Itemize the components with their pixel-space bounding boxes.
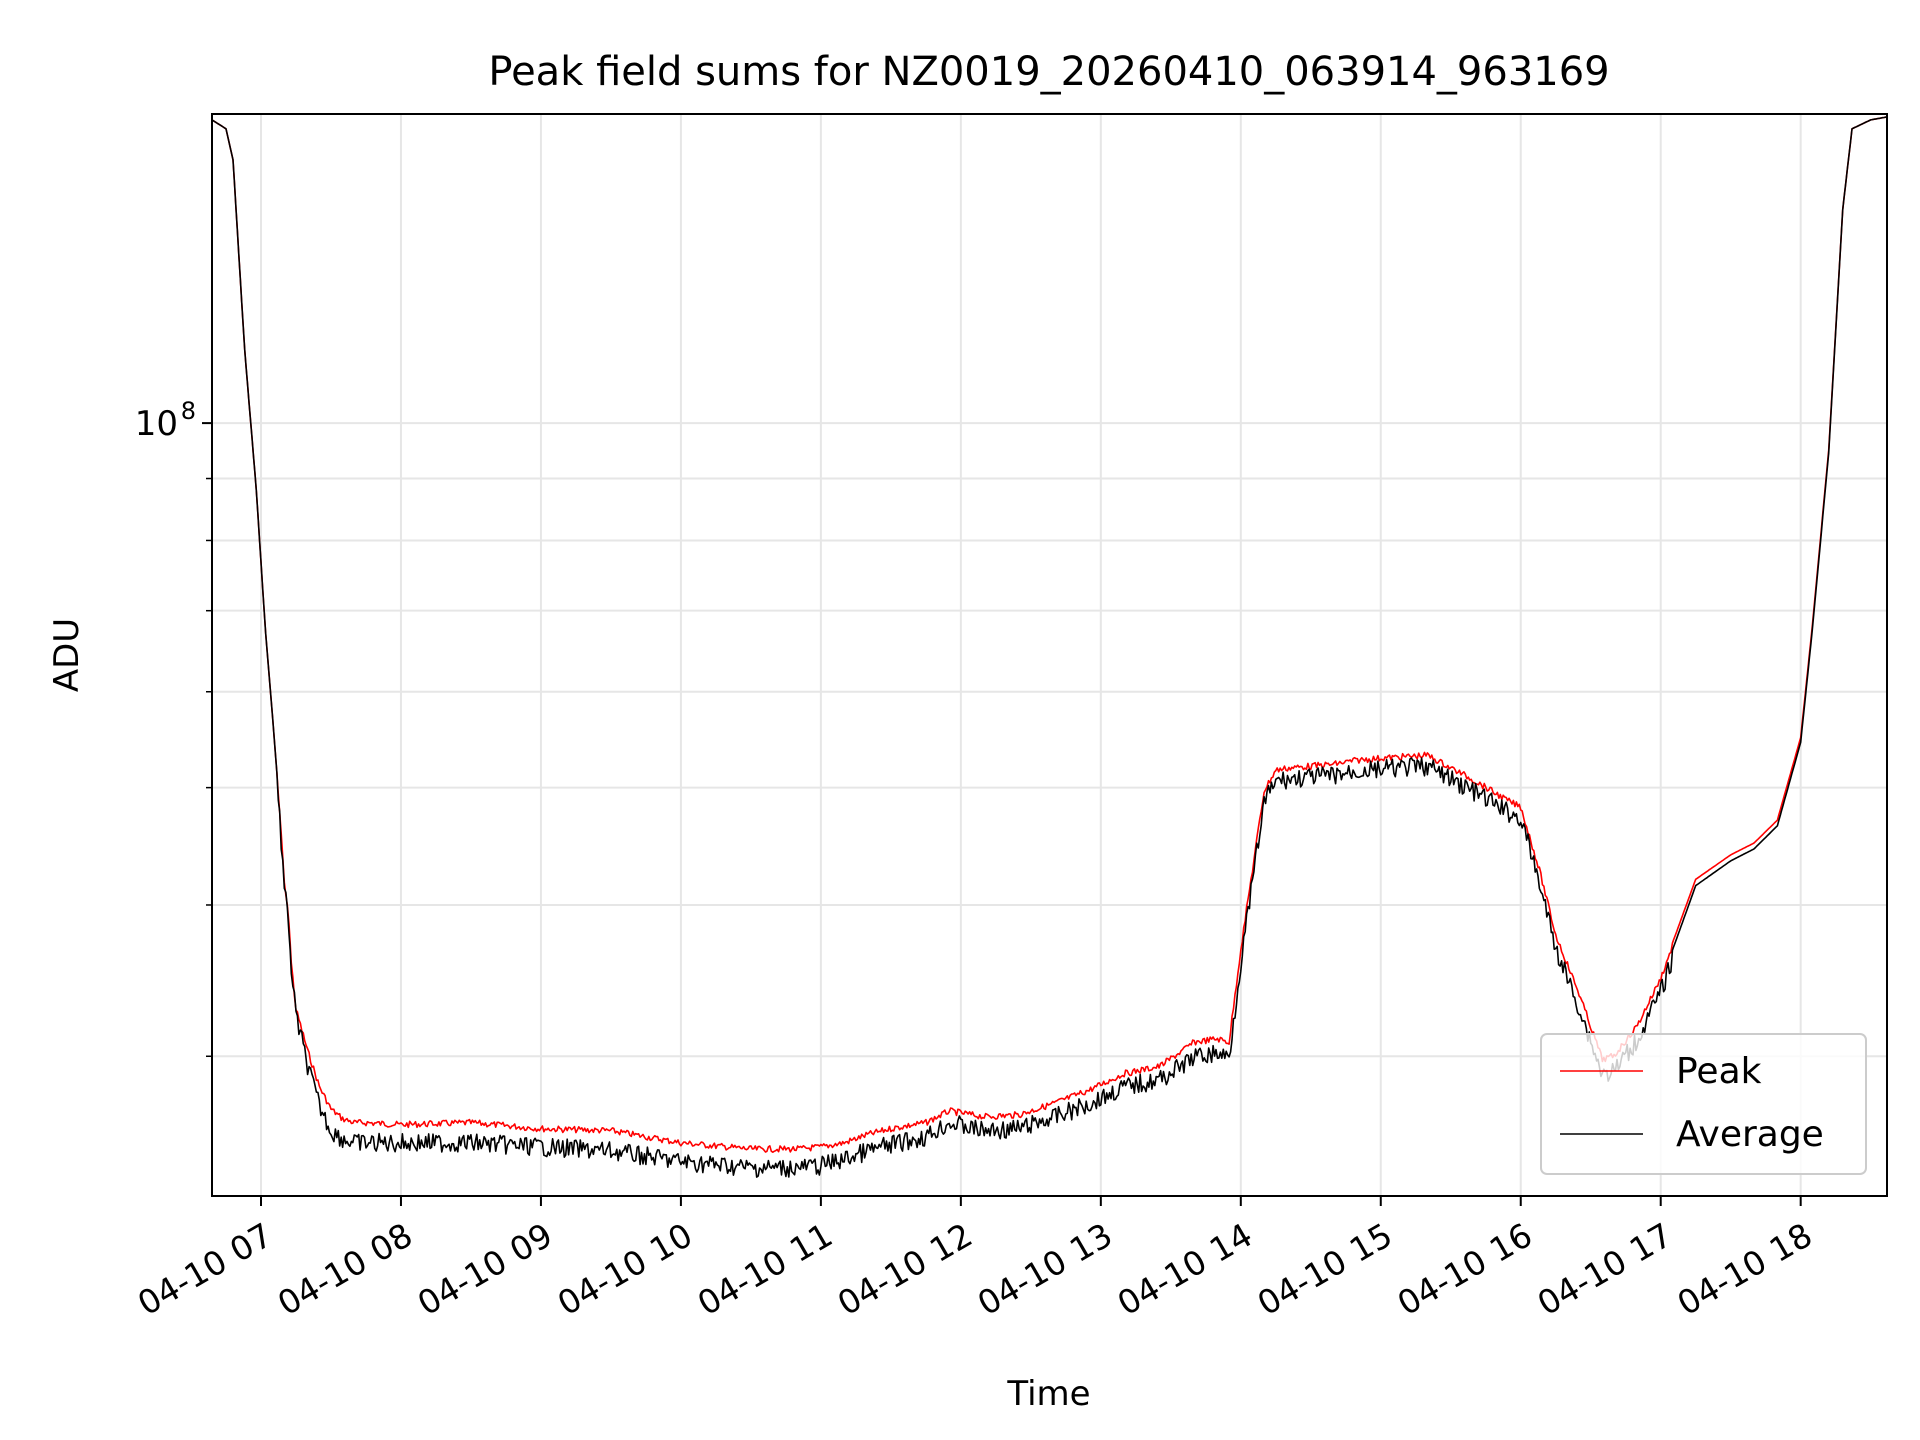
y-tick-label: 10 [135,404,178,444]
x-tick-label: 04-10 13 [971,1215,1119,1323]
plot-frame [211,113,1888,1197]
x-tick-label: 04-10 16 [1391,1215,1539,1323]
x-axis-label: Time [1006,1374,1090,1414]
chart-title: Peak field sums for NZ0019_20260410_0639… [488,49,1609,95]
legend-label-average: Average [1676,1114,1824,1155]
x-tick-label: 04-10 18 [1671,1215,1819,1323]
legend-box [1540,1033,1867,1175]
x-tick-label: 04-10 07 [131,1215,279,1323]
legend-label-peak: Peak [1676,1051,1762,1092]
y-axis-label: ADU [47,618,87,692]
legend: Peak Average [1540,1033,1867,1175]
grid-lines [212,114,1887,1196]
y-axis-ticks: 10 8 [135,397,212,1058]
x-tick-label: 04-10 10 [551,1215,699,1323]
y-tick-label-exponent: 8 [181,397,196,425]
x-tick-label: 04-10 09 [411,1215,559,1323]
x-tick-label: 04-10 12 [831,1215,979,1323]
x-tick-label: 04-10 17 [1531,1215,1679,1323]
x-tick-label: 04-10 15 [1251,1215,1399,1323]
x-tick-label: 04-10 08 [271,1215,419,1323]
x-tick-label: 04-10 11 [691,1215,839,1323]
y-tick-label-base: 10 [135,404,178,444]
plot-background [212,114,1887,1196]
x-tick-label: 04-10 14 [1111,1215,1259,1323]
